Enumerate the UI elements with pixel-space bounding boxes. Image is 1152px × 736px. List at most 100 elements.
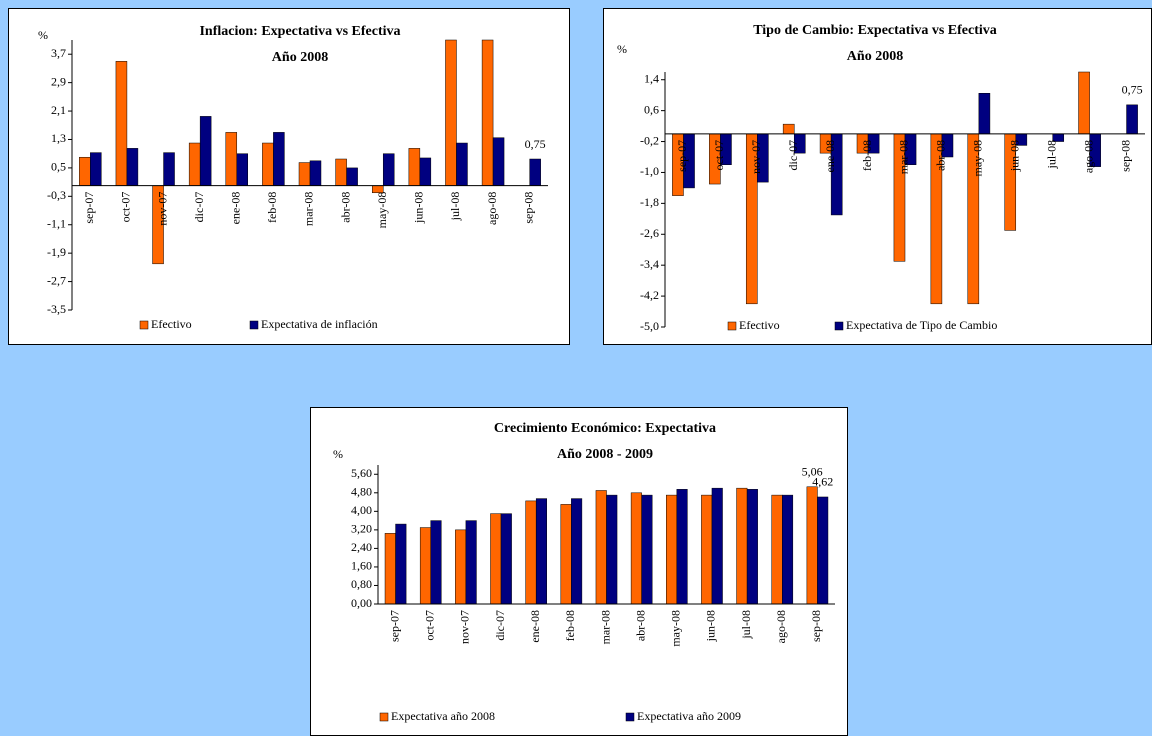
bar (595, 490, 607, 605)
bar (430, 520, 442, 605)
bar (199, 116, 212, 186)
x-tick-label: sep-07 (387, 610, 401, 642)
x-tick-label: may-08 (971, 140, 985, 177)
y-tick-label: 2,9 (51, 74, 66, 88)
x-tick-label: jul-08 (448, 192, 462, 222)
y-tick-label: -1,8 (640, 195, 659, 209)
x-tick-label: jul-08 (1044, 140, 1058, 170)
bar (817, 496, 829, 605)
bar (419, 527, 431, 605)
bar (346, 167, 358, 186)
x-tick-label: jul-08 (739, 610, 753, 640)
x-tick-label: feb-08 (563, 610, 577, 641)
x-tick-label: mar-08 (598, 610, 612, 644)
bar (273, 132, 285, 186)
x-tick-label: jun-08 (704, 610, 718, 642)
bar (382, 153, 395, 186)
bar (163, 152, 175, 186)
y-tick-label: 1,3 (51, 131, 66, 145)
bar (481, 39, 494, 186)
bar (384, 533, 396, 605)
x-tick-label: nov-07 (155, 192, 169, 226)
bar (535, 498, 547, 605)
x-tick-label: oct-07 (712, 140, 726, 171)
bar (606, 494, 618, 605)
x-tick-label: abr-08 (338, 192, 352, 223)
x-tick-label: oct-07 (119, 192, 133, 223)
bar (771, 494, 783, 605)
legend-swatch (249, 320, 259, 330)
chart-frame (8, 8, 570, 345)
chart-subtitle: Año 2008 (847, 49, 903, 64)
x-tick-label: ene-08 (229, 192, 243, 225)
data-label: 0,75 (525, 137, 546, 151)
bar (419, 157, 432, 186)
y-tick-label: -1,1 (47, 216, 66, 230)
bar (571, 498, 583, 605)
x-tick-label: ago-08 (485, 192, 499, 225)
chart-title: Inflacion: Expectativa vs Efectiva (199, 24, 400, 39)
bar (262, 142, 274, 186)
data-label: 0,75 (1122, 83, 1143, 97)
y-tick-label: -0,2 (640, 133, 659, 147)
y-tick-label: 2,40 (351, 540, 372, 554)
legend-label: Expectativa de Tipo de Cambio (846, 318, 997, 332)
bar (79, 156, 91, 186)
x-tick-label: mar-08 (897, 140, 911, 174)
x-tick-label: nov-07 (458, 610, 472, 644)
chart-title: Tipo de Cambio: Expectativa vs Efectiva (753, 23, 997, 38)
y-tick-label: 4,80 (351, 485, 372, 499)
y-tick-label: 3,7 (51, 46, 66, 60)
bar (782, 123, 795, 135)
x-tick-label: mar-08 (302, 192, 316, 226)
bar (500, 513, 512, 605)
bar (525, 500, 537, 605)
y-tick-label: -5,0 (640, 319, 659, 333)
bar (630, 492, 642, 605)
x-tick-label: jun-08 (412, 192, 426, 224)
x-tick-label: feb-08 (860, 140, 874, 171)
bar (395, 523, 407, 605)
legend-swatch (379, 712, 389, 722)
x-tick-label: ene-08 (823, 140, 837, 173)
bar (746, 489, 758, 605)
x-tick-label: dic-07 (192, 192, 206, 223)
bar (115, 61, 128, 186)
y-tick-label: -1,9 (47, 245, 66, 259)
bar (236, 153, 249, 186)
bar (978, 93, 991, 135)
bar (335, 158, 347, 186)
bar (736, 487, 748, 605)
bar (455, 529, 467, 605)
legend-swatch (727, 321, 737, 331)
bar (529, 158, 541, 186)
y-axis-label: % (617, 42, 627, 56)
x-tick-label: abr-08 (633, 610, 647, 641)
legend-label: Expectativa año 2009 (637, 709, 741, 723)
bar (126, 148, 139, 186)
bar (309, 160, 322, 186)
x-tick-label: jun-08 (1008, 140, 1022, 172)
legend-label: Expectativa de inflación (261, 317, 378, 331)
bar (465, 520, 477, 605)
x-tick-label: dic-07 (493, 610, 507, 641)
legend-label: Expectativa año 2008 (391, 709, 495, 723)
x-tick-label: nov-07 (749, 140, 763, 174)
x-tick-label: sep-07 (675, 140, 689, 172)
x-tick-label: sep-08 (521, 192, 535, 224)
bar (408, 148, 421, 186)
x-tick-label: sep-07 (82, 192, 96, 224)
y-tick-label: -0,3 (47, 188, 66, 202)
y-tick-label: 0,6 (644, 102, 659, 116)
y-axis-label: % (333, 447, 343, 461)
legend-swatch (834, 321, 844, 331)
legend-label: Efectivo (739, 318, 780, 332)
x-tick-label: sep-08 (1118, 140, 1132, 172)
x-tick-label: ago-08 (774, 610, 788, 643)
legend-swatch (625, 712, 635, 722)
bar (560, 504, 572, 605)
y-tick-label: 3,20 (351, 522, 372, 536)
y-tick-label: -2,6 (640, 226, 659, 240)
